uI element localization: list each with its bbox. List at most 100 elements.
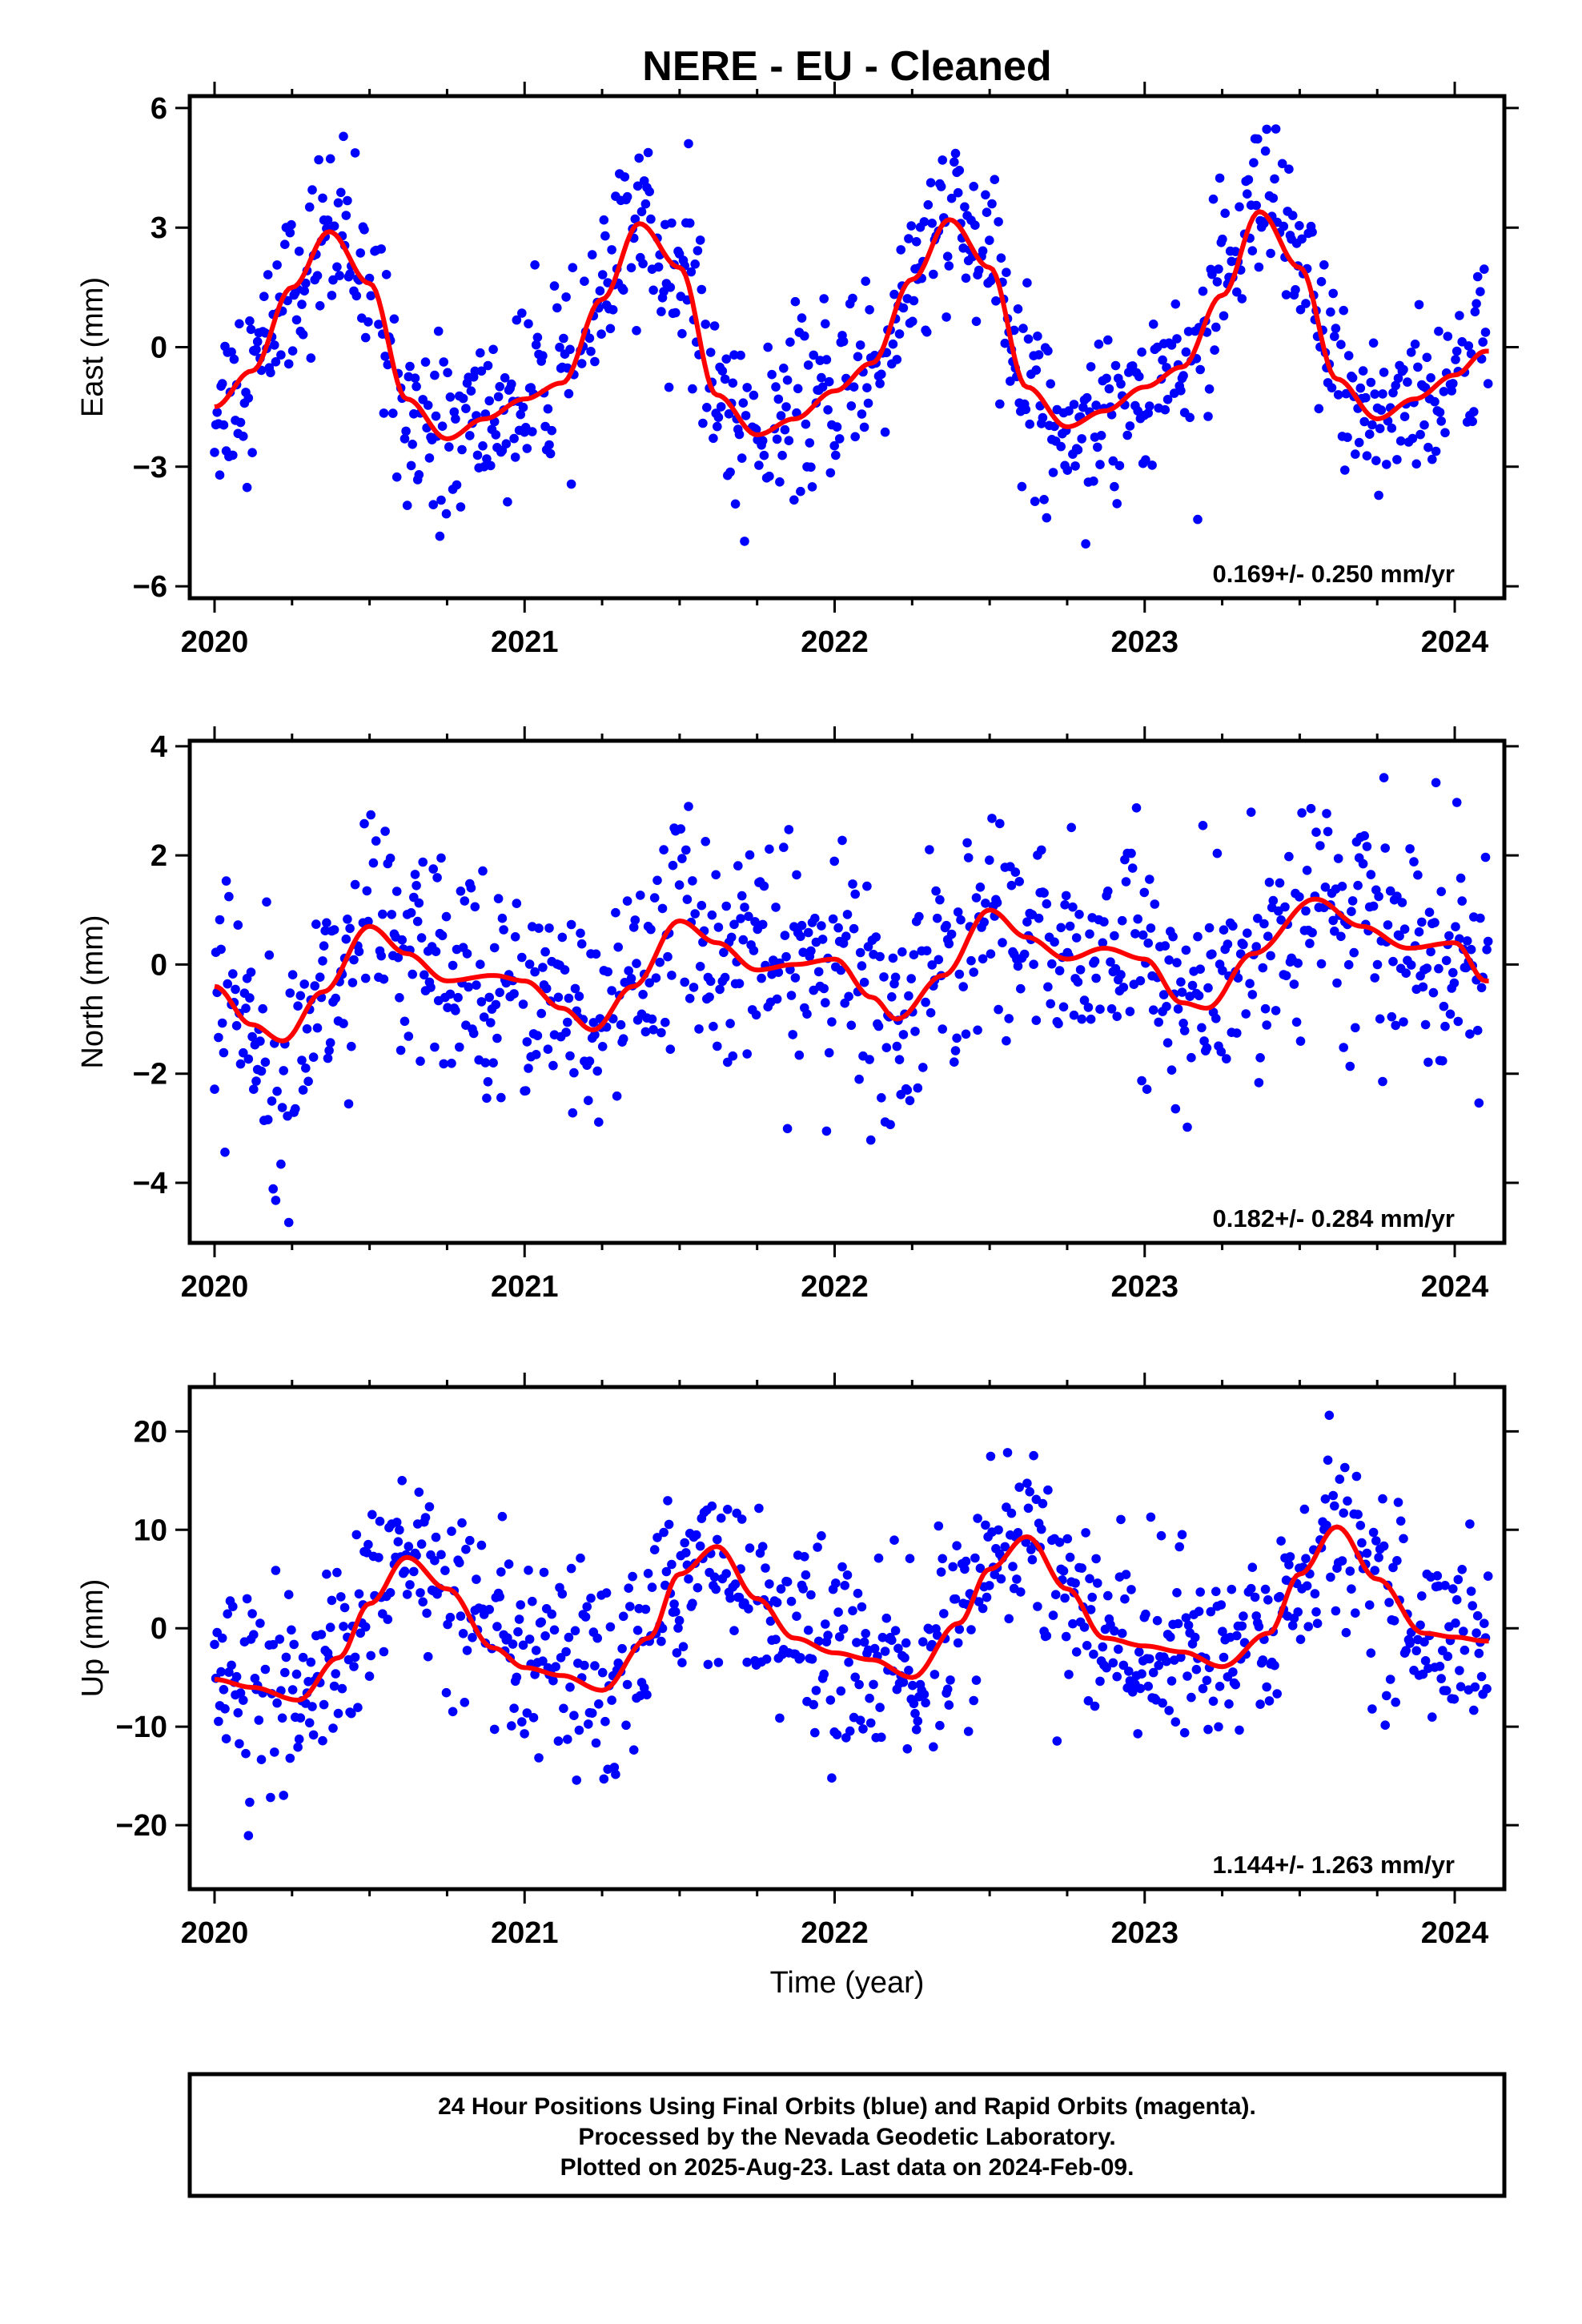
- data-point: [441, 1687, 452, 1698]
- data-point: [733, 861, 743, 870]
- data-point: [849, 923, 859, 934]
- data-point: [846, 401, 857, 411]
- data-point: [426, 983, 436, 992]
- data-point: [258, 1003, 268, 1014]
- data-point: [312, 1023, 323, 1033]
- rate-annotation: 1.144+/- 1.263 mm/yr: [1213, 1851, 1455, 1879]
- data-point: [1056, 441, 1066, 452]
- data-point: [297, 1055, 307, 1065]
- data-point: [656, 1636, 666, 1647]
- data-point: [1106, 1004, 1117, 1014]
- data-point: [680, 1538, 689, 1548]
- data-point: [522, 444, 532, 453]
- data-point: [771, 382, 781, 392]
- data-point: [1237, 1621, 1247, 1631]
- data-point: [744, 1604, 753, 1614]
- data-point: [410, 870, 420, 879]
- data-point: [1203, 983, 1213, 993]
- data-point: [853, 352, 863, 362]
- data-point: [1384, 1598, 1394, 1607]
- data-point: [307, 1702, 317, 1711]
- data-point: [720, 374, 730, 384]
- data-point: [1284, 1560, 1294, 1570]
- data-point: [1139, 887, 1150, 898]
- data-point: [832, 1730, 842, 1739]
- data-point: [1130, 929, 1140, 939]
- data-point: [430, 370, 440, 380]
- data-point: [672, 1648, 682, 1658]
- data-point: [387, 910, 397, 919]
- data-point: [1322, 1520, 1331, 1530]
- data-point: [1118, 1660, 1129, 1671]
- data-point: [659, 845, 669, 854]
- data-point: [1127, 863, 1138, 873]
- data-point: [1371, 456, 1381, 465]
- data-point: [483, 360, 493, 371]
- data-point: [291, 1669, 302, 1679]
- data-point: [974, 265, 984, 275]
- data-point: [266, 368, 275, 378]
- data-point: [850, 1672, 860, 1683]
- data-point: [591, 1738, 601, 1748]
- data-point: [470, 902, 480, 912]
- data-point: [803, 927, 813, 938]
- data-point: [1025, 1487, 1034, 1497]
- data-point: [576, 928, 585, 939]
- data-point: [337, 1683, 347, 1694]
- data-point: [343, 915, 352, 924]
- data-point: [1006, 880, 1017, 891]
- data-point: [1090, 1701, 1100, 1711]
- data-point: [360, 332, 371, 343]
- data-point: [339, 1602, 350, 1613]
- data-point: [495, 987, 504, 998]
- data-point: [1002, 1035, 1011, 1046]
- data-point: [1070, 461, 1080, 471]
- data-point: [1370, 389, 1379, 399]
- data-point: [484, 1605, 494, 1614]
- data-point: [1343, 1496, 1352, 1506]
- data-point: [848, 1606, 857, 1616]
- data-point: [1474, 1098, 1484, 1108]
- data-point: [880, 427, 890, 437]
- data-point: [1351, 1471, 1362, 1482]
- data-point: [531, 340, 541, 350]
- data-point: [858, 1724, 868, 1734]
- data-point: [1042, 1630, 1052, 1641]
- data-point: [1104, 384, 1114, 394]
- data-point: [1181, 347, 1191, 357]
- data-point: [861, 276, 870, 287]
- data-point: [538, 963, 548, 972]
- data-point: [322, 1569, 331, 1579]
- data-point: [871, 932, 881, 942]
- data-point: [445, 989, 456, 999]
- data-point: [649, 893, 660, 903]
- data-point: [1243, 928, 1252, 938]
- data-point: [592, 1066, 602, 1076]
- data-point: [416, 1539, 427, 1549]
- data-point: [857, 409, 867, 419]
- data-point: [1054, 1538, 1065, 1547]
- data-point: [470, 366, 480, 376]
- data-point: [597, 1042, 608, 1051]
- data-point: [1361, 392, 1371, 403]
- data-point: [819, 294, 829, 304]
- data-point: [711, 1584, 721, 1594]
- data-point: [673, 1623, 683, 1633]
- data-point: [1293, 959, 1303, 968]
- data-point: [272, 260, 282, 270]
- data-point: [464, 982, 473, 992]
- data-point: [1367, 420, 1377, 430]
- data-point: [677, 854, 687, 863]
- data-point: [944, 939, 954, 949]
- data-point: [233, 1708, 243, 1718]
- data-point: [323, 1053, 333, 1063]
- data-point: [1413, 362, 1423, 372]
- data-point: [1345, 1566, 1355, 1576]
- data-point: [665, 1044, 676, 1054]
- data-point: [1483, 936, 1493, 947]
- data-point: [806, 1590, 816, 1600]
- data-point: [827, 1017, 837, 1027]
- data-point: [332, 262, 342, 272]
- data-point: [1065, 921, 1075, 931]
